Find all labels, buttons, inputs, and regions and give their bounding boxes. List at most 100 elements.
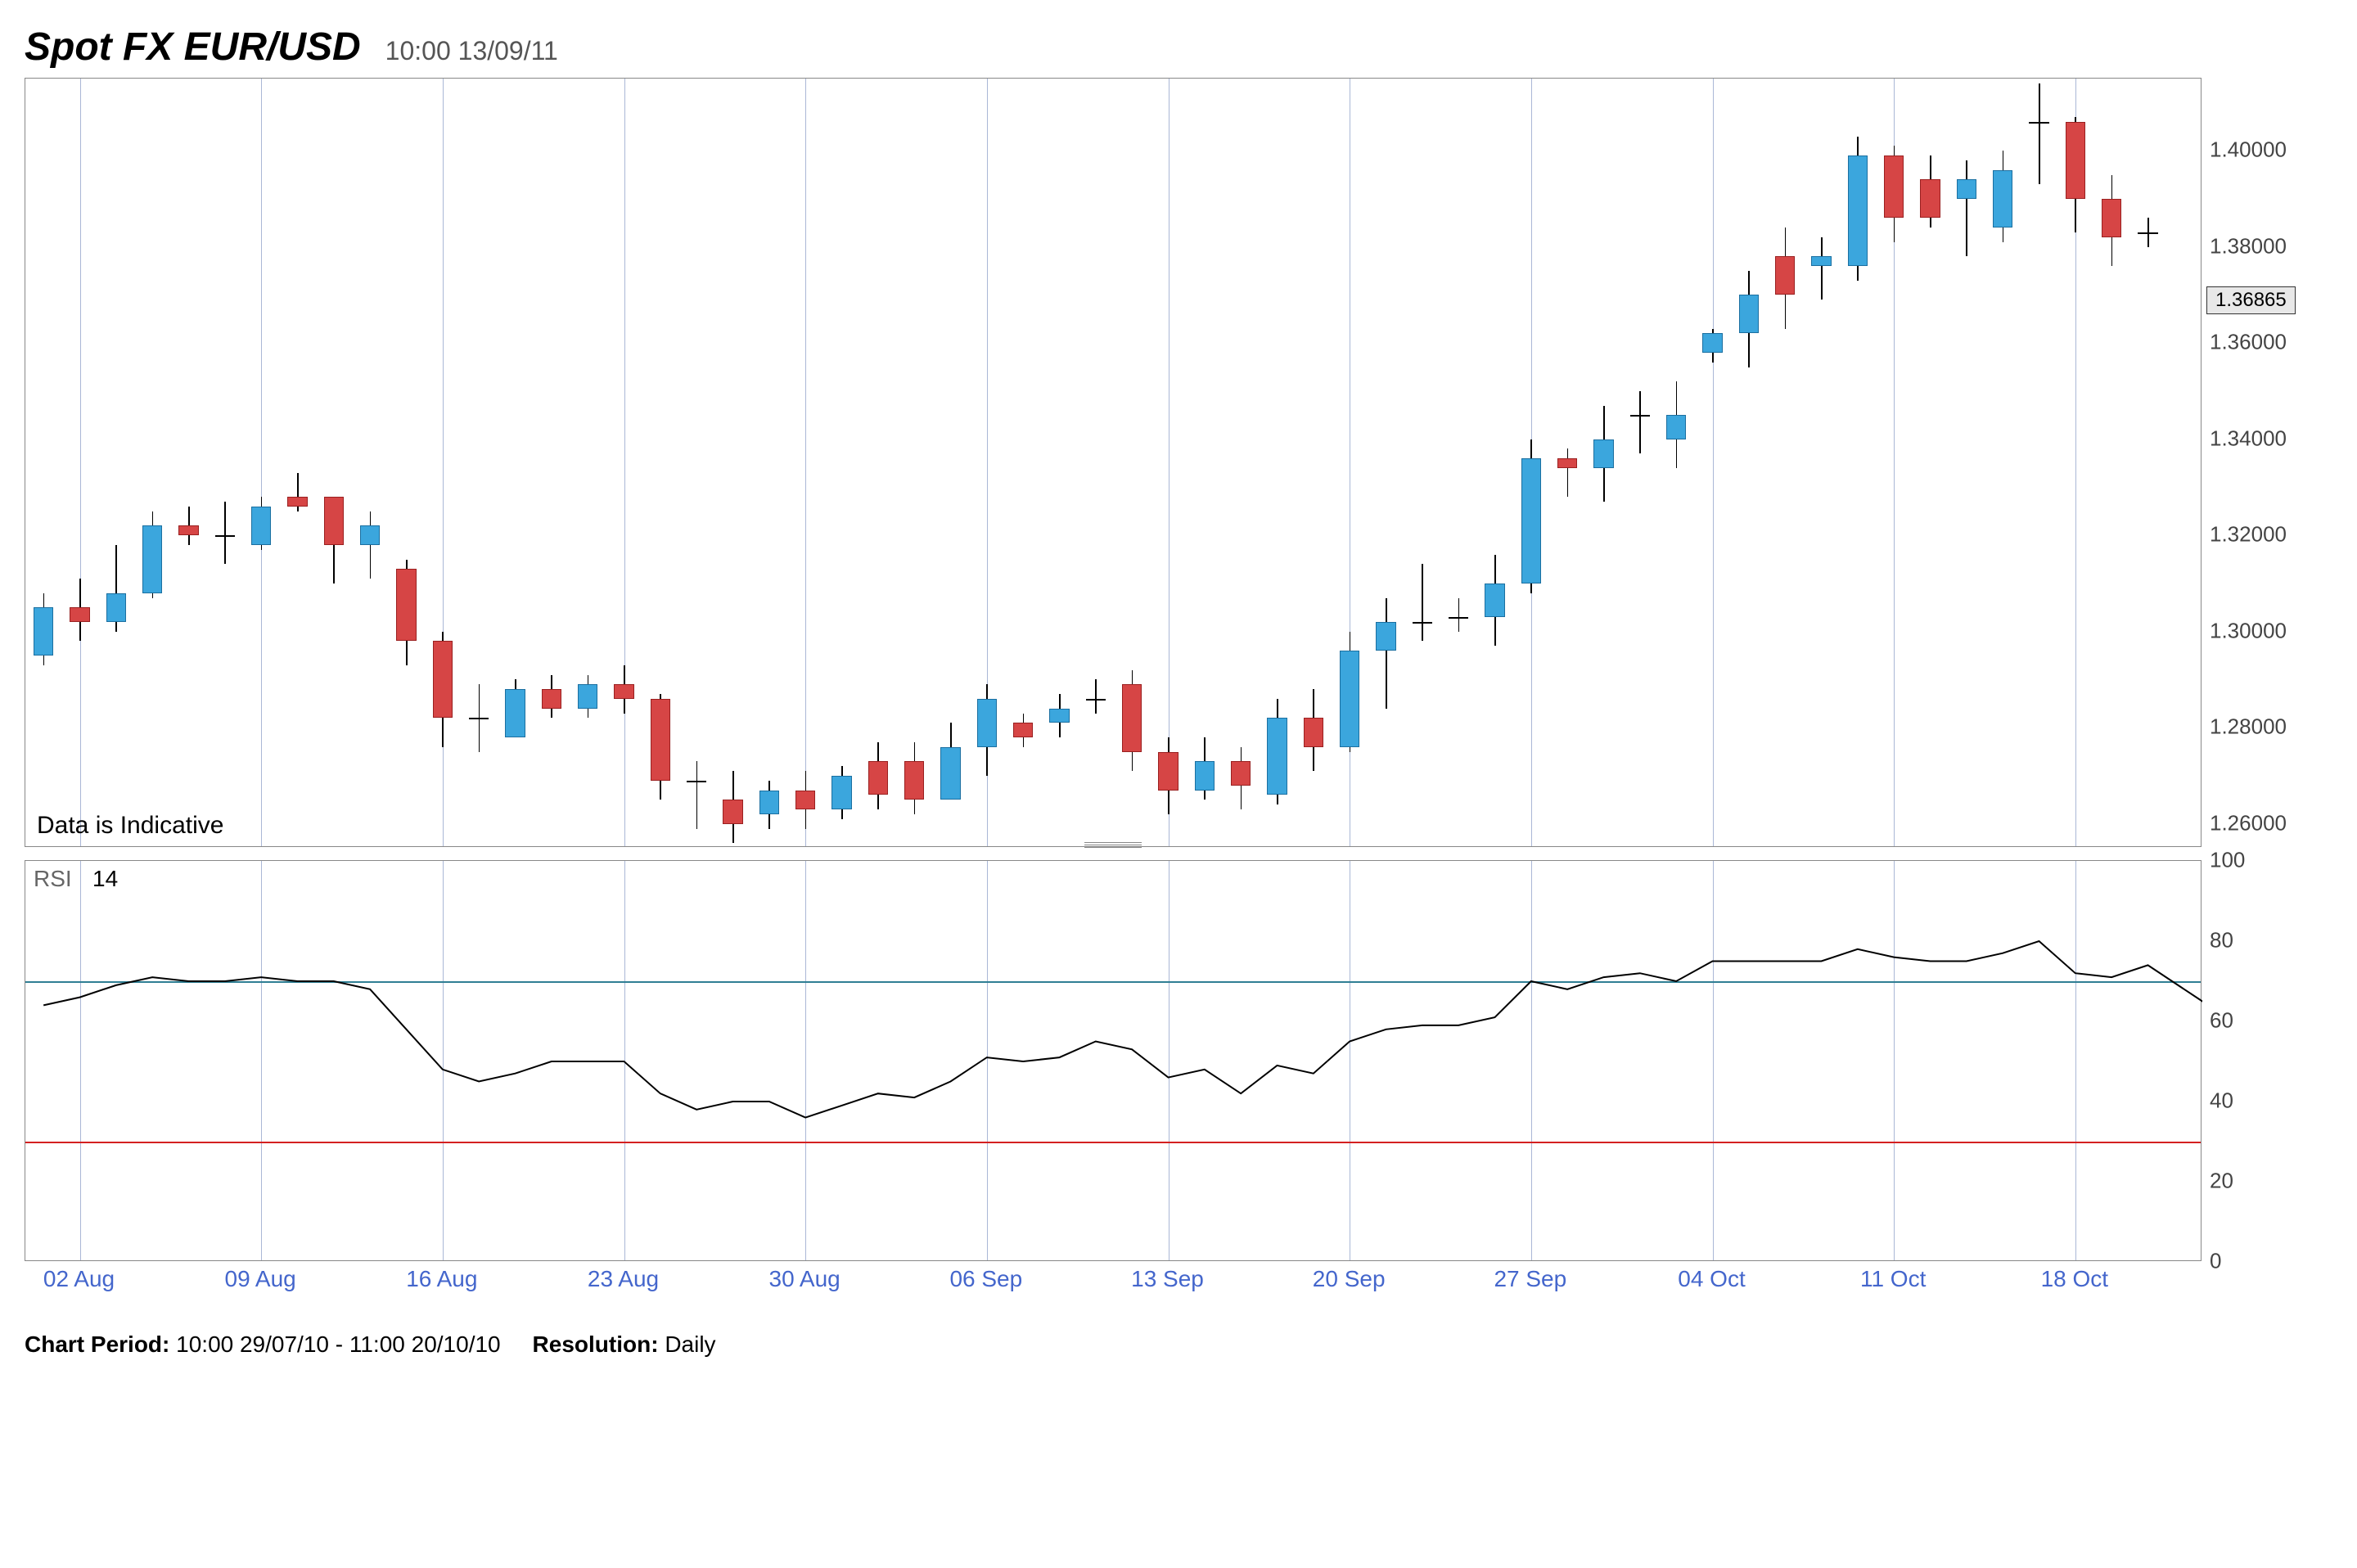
candle-body[interactable] — [1485, 583, 1504, 617]
candle-body[interactable] — [2138, 232, 2157, 234]
candle-body[interactable] — [2066, 122, 2085, 199]
candle-body[interactable] — [977, 699, 997, 747]
candle-body[interactable] — [1049, 709, 1069, 723]
panel-divider[interactable] — [25, 847, 2202, 860]
candle-body[interactable] — [940, 747, 960, 800]
price-tick-label: 1.38000 — [2210, 233, 2287, 259]
price-tick-label: 1.40000 — [2210, 137, 2287, 163]
chart-header: Spot FX EUR/USD 10:00 13/09/11 — [25, 25, 2332, 70]
main-chart-row: Data is Indicative 1.260001.280001.30000… — [25, 78, 2332, 847]
rsi-plot[interactable]: RSI14 — [25, 860, 2202, 1261]
candle-body[interactable] — [795, 791, 815, 810]
indicative-label: Data is Indicative — [37, 812, 223, 840]
candle-body[interactable] — [1158, 752, 1178, 791]
price-tick-label: 1.34000 — [2210, 426, 2287, 451]
date-tick-label: 27 Sep — [1494, 1266, 1566, 1292]
candle-body[interactable] — [1340, 651, 1359, 747]
rsi-tick-label: 60 — [2210, 1008, 2233, 1034]
candle-body[interactable] — [1195, 761, 1215, 790]
candle-body[interactable] — [324, 497, 344, 545]
candle-body[interactable] — [1449, 617, 1468, 619]
price-axis: 1.260001.280001.300001.320001.340001.360… — [2202, 78, 2316, 847]
candle-wick — [370, 511, 372, 579]
candle-body[interactable] — [34, 607, 53, 656]
candle-body[interactable] — [1013, 723, 1033, 737]
candle-body[interactable] — [1702, 333, 1722, 353]
candle-body[interactable] — [904, 761, 924, 800]
rsi-line — [25, 861, 2202, 1262]
gridline-vertical — [624, 79, 625, 846]
candle-body[interactable] — [433, 641, 453, 718]
candle-body[interactable] — [142, 525, 162, 593]
gridline-vertical — [80, 79, 81, 846]
date-tick-label: 18 Oct — [2041, 1266, 2108, 1292]
rsi-tick-label: 100 — [2210, 848, 2245, 873]
candle-body[interactable] — [360, 525, 380, 545]
candle-wick — [1422, 564, 1423, 641]
date-tick-label: 13 Sep — [1131, 1266, 1204, 1292]
candle-wick — [1567, 448, 1569, 497]
candle-wick — [1458, 598, 1460, 632]
candle-body[interactable] — [1920, 179, 1940, 218]
candle-wick — [224, 502, 226, 564]
candle-body[interactable] — [542, 689, 561, 709]
candle-body[interactable] — [1304, 718, 1323, 746]
candle-body[interactable] — [1521, 458, 1541, 583]
date-tick-label: 16 Aug — [406, 1266, 477, 1292]
candle-body[interactable] — [687, 781, 706, 782]
candle-body[interactable] — [723, 800, 742, 823]
rsi-axis: 020406080100 — [2202, 860, 2316, 1261]
candle-body[interactable] — [1122, 684, 1142, 751]
candle-body[interactable] — [1231, 761, 1251, 785]
candle-wick — [696, 761, 698, 828]
date-tick-label: 11 Oct — [1860, 1266, 1926, 1292]
candle-body[interactable] — [287, 497, 307, 507]
candle-body[interactable] — [1376, 622, 1395, 651]
candle-body[interactable] — [1739, 295, 1759, 333]
candle-wick — [1821, 237, 1823, 300]
candle-body[interactable] — [1775, 256, 1795, 295]
candle-wick — [1095, 679, 1097, 713]
candle-body[interactable] — [651, 699, 670, 781]
candle-body[interactable] — [1267, 718, 1287, 795]
candle-body[interactable] — [1086, 699, 1106, 701]
candlestick-plot[interactable]: Data is Indicative — [25, 78, 2202, 847]
candle-body[interactable] — [1811, 256, 1831, 266]
candle-body[interactable] — [178, 525, 198, 535]
candle-body[interactable] — [106, 593, 126, 622]
gridline-vertical — [261, 79, 262, 846]
candle-body[interactable] — [578, 684, 597, 708]
candle-body[interactable] — [1557, 458, 1577, 468]
period-label: Chart Period: — [25, 1331, 169, 1357]
candle-body[interactable] — [505, 689, 525, 737]
date-tick-label: 20 Sep — [1313, 1266, 1386, 1292]
candle-body[interactable] — [1957, 179, 1976, 199]
candle-body[interactable] — [1630, 415, 1650, 417]
rsi-tick-label: 80 — [2210, 928, 2233, 953]
candle-body[interactable] — [1413, 622, 1432, 624]
candle-body[interactable] — [1593, 439, 1613, 468]
candle-body[interactable] — [396, 569, 416, 641]
candle-body[interactable] — [251, 507, 271, 545]
candle-body[interactable] — [1848, 155, 1868, 266]
candle-body[interactable] — [868, 761, 888, 795]
resolution-value: Daily — [665, 1331, 715, 1357]
price-tick-label: 1.36000 — [2210, 330, 2287, 355]
candle-body[interactable] — [831, 776, 851, 809]
date-tick-label: 09 Aug — [225, 1266, 296, 1292]
gridline-vertical — [1713, 79, 1714, 846]
candle-body[interactable] — [614, 684, 633, 699]
candle-wick — [1386, 598, 1387, 709]
candle-body[interactable] — [469, 718, 489, 719]
candle-body[interactable] — [1884, 155, 1904, 218]
candle-body[interactable] — [1993, 170, 2012, 228]
date-tick-label: 23 Aug — [588, 1266, 659, 1292]
candle-body[interactable] — [1666, 415, 1686, 439]
candle-body[interactable] — [2029, 122, 2048, 124]
candle-body[interactable] — [215, 535, 235, 537]
date-tick-label: 06 Sep — [949, 1266, 1022, 1292]
candle-body[interactable] — [2102, 199, 2121, 237]
candle-body[interactable] — [70, 607, 89, 622]
candle-body[interactable] — [759, 791, 779, 814]
price-tick-label: 1.26000 — [2210, 810, 2287, 836]
